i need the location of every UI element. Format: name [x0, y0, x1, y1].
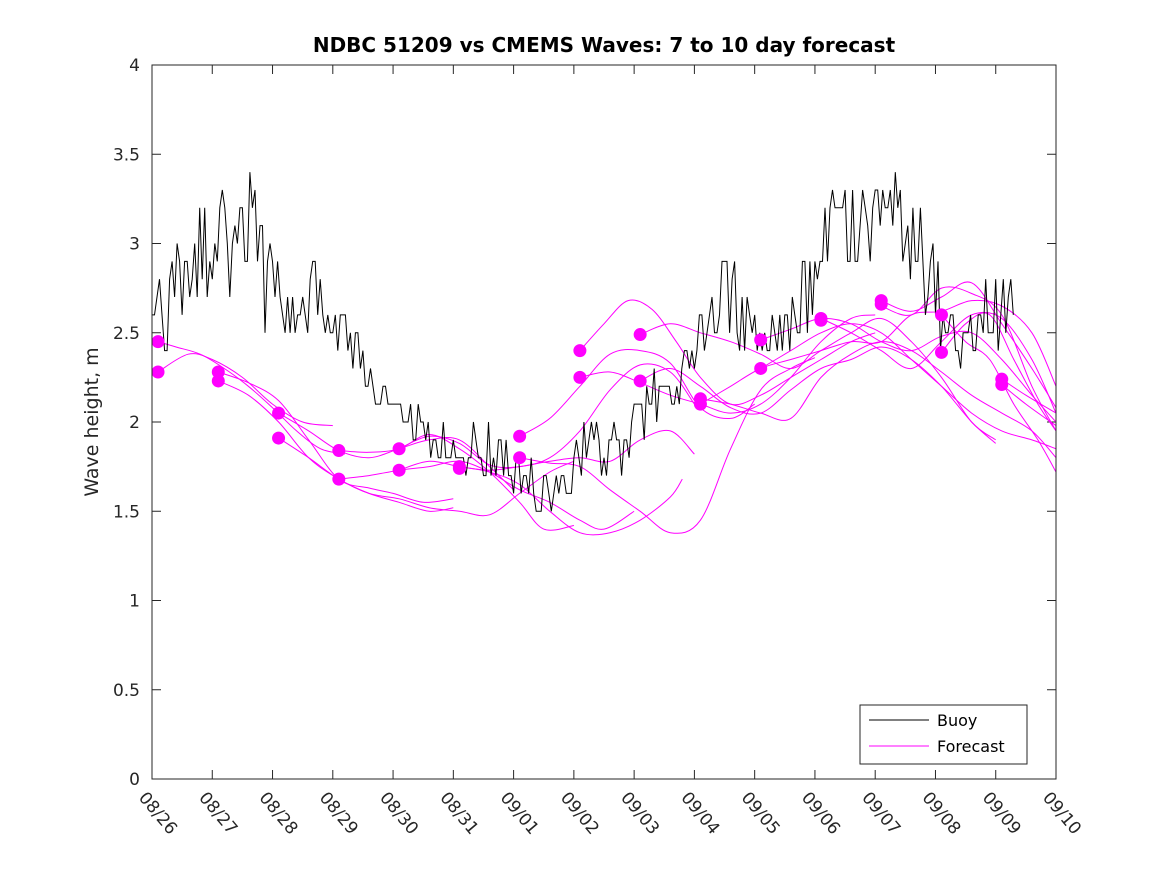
- forecast-line-11: [519, 348, 755, 437]
- legend-box: [859, 704, 1028, 765]
- y-tick-label: 3: [129, 235, 140, 255]
- forecast-marker-2: [211, 365, 225, 379]
- y-tick-label: 3.5: [113, 145, 140, 165]
- forecast-marker-23: [814, 313, 828, 327]
- legend-buoy-label: Buoy: [937, 711, 977, 730]
- forecast-marker-26: [934, 308, 948, 322]
- forecast-line-20: [760, 323, 1057, 450]
- forecast-line-12: [519, 357, 816, 534]
- forecast-marker-17: [633, 374, 647, 388]
- y-tick-label: 1.5: [113, 502, 140, 522]
- y-tick-label: 2: [129, 413, 140, 433]
- y-tick-label: 1: [129, 592, 140, 612]
- forecast-marker-3: [211, 374, 225, 388]
- forecast-line-8: [398, 363, 695, 469]
- forecast-line-23: [881, 286, 1057, 432]
- series-layer: [152, 172, 1057, 536]
- y-tick-label: 0.5: [113, 681, 140, 701]
- forecast-marker-25: [874, 297, 888, 311]
- plot-frame: [151, 64, 1057, 780]
- forecast-marker-13: [513, 451, 527, 465]
- forecast-line-5: [278, 437, 575, 517]
- forecast-marker-4: [272, 406, 286, 420]
- forecast-marker-12: [513, 429, 527, 443]
- forecast-line-25: [941, 312, 1057, 432]
- forecast-marker-8: [392, 442, 406, 456]
- y-tick-label: 4: [129, 56, 140, 76]
- forecast-line-19: [760, 317, 1057, 423]
- forecast-marker-7: [332, 472, 346, 486]
- forecast-line-9: [398, 429, 695, 471]
- forecast-marker-15: [573, 370, 587, 384]
- buoy-line: [152, 172, 1014, 512]
- forecast-marker-29: [995, 378, 1009, 392]
- forecast-markers: [151, 294, 1009, 486]
- forecast-marker-20: [754, 333, 768, 347]
- forecast-marker-1: [151, 365, 165, 379]
- forecast-marker-5: [272, 431, 286, 445]
- forecast-marker-27: [934, 345, 948, 359]
- forecast-line-22: [881, 281, 1057, 408]
- forecast-line-13: [579, 299, 876, 406]
- forecast-line-6: [338, 433, 574, 531]
- forecast-marker-14: [573, 344, 587, 358]
- y-tick-label: 2.5: [113, 324, 140, 344]
- forecast-line-10: [459, 466, 683, 536]
- forecast-marker-19: [693, 397, 707, 411]
- forecast-line-14: [579, 314, 876, 414]
- forecast-line-27: [1001, 384, 1057, 427]
- forecast-marker-9: [392, 463, 406, 477]
- forecast-marker-6: [332, 444, 346, 458]
- forecast-marker-0: [151, 335, 165, 349]
- forecast-marker-11: [452, 461, 466, 475]
- forecast-marker-16: [633, 328, 647, 342]
- chart-title: NDBC 51209 vs CMEMS Waves: 7 to 10 day f…: [313, 33, 896, 57]
- legend: Buoy Forecast: [859, 704, 1028, 765]
- forecast-line-0: [157, 353, 333, 427]
- y-tick-label: 0: [129, 770, 140, 790]
- y-axis-label: Wave height, m: [81, 347, 103, 496]
- forecast-line-1: [157, 341, 346, 455]
- forecast-marker-21: [754, 361, 768, 375]
- legend-forecast-label: Forecast: [937, 737, 1005, 756]
